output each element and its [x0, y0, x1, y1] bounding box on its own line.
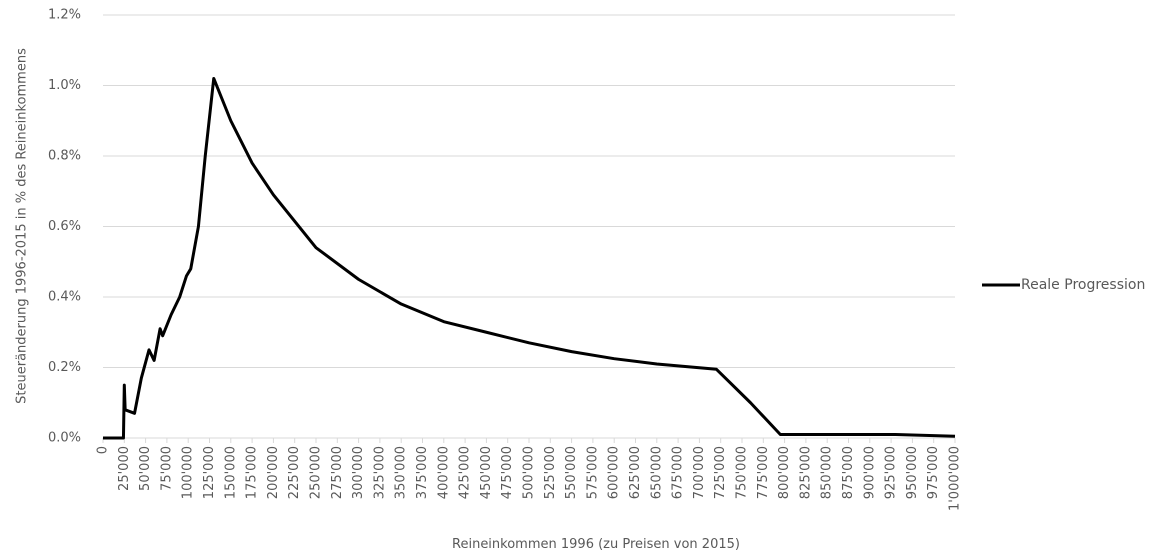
y-axis-label: Steueränderung 1996-2015 in % des Reinei… — [15, 48, 30, 404]
x-tick-label: 1'000'000 — [948, 446, 963, 511]
y-tick-label: 1.0% — [48, 78, 81, 93]
y-tick-label: 0.0% — [48, 431, 81, 446]
y-tick-label: 0.4% — [48, 290, 81, 305]
x-tick-label: 475'000 — [500, 446, 515, 499]
legend-label: Reale Progression — [1021, 277, 1145, 293]
x-tick-label: 400'000 — [436, 446, 451, 499]
x-tick-label: 175'000 — [245, 446, 260, 499]
x-tick-label: 525'000 — [543, 446, 558, 499]
line — [103, 76, 956, 440]
x-tick-label: 925'000 — [884, 446, 899, 499]
x-tick-label: 800'000 — [777, 446, 792, 499]
x-tick-label: 575'000 — [585, 446, 600, 499]
x-tick-label: 450'000 — [479, 446, 494, 499]
y-tick-label: 0.6% — [48, 219, 81, 234]
x-tick-label: 550'000 — [564, 446, 579, 499]
x-tick-label: 75'000 — [159, 446, 174, 491]
x-tick-label: 625'000 — [628, 446, 643, 499]
x-tick-label: 50'000 — [138, 446, 153, 491]
x-tick-label: 150'000 — [223, 446, 238, 499]
x-tick-label: 875'000 — [841, 446, 856, 499]
x-tick-label: 300'000 — [351, 446, 366, 499]
x-axis-label: Reineinkommen 1996 (zu Preisen von 2015) — [452, 537, 740, 552]
x-tick-label: 425'000 — [458, 446, 473, 499]
x-tick-label: 250'000 — [309, 446, 324, 499]
y-tick-label: 0.8% — [48, 149, 81, 164]
x-tick-label: 600'000 — [607, 446, 622, 499]
x-tick-label: 200'000 — [266, 446, 281, 499]
x-tick-label: 825'000 — [798, 446, 813, 499]
x-tick-label: 775'000 — [756, 446, 771, 499]
x-tick-label: 225'000 — [287, 446, 302, 499]
x-tick-label: 125'000 — [202, 446, 217, 499]
x-tick-label: 350'000 — [394, 446, 409, 499]
x-tick-label: 750'000 — [735, 446, 750, 499]
x-tick-label: 0 — [96, 446, 111, 454]
y-tick-label: 1.2% — [48, 8, 81, 23]
x-tick-label: 100'000 — [181, 446, 196, 499]
x-tick-label: 675'000 — [671, 446, 686, 499]
x-tick-label: 850'000 — [820, 446, 835, 499]
x-tick-label: 950'000 — [905, 446, 920, 499]
x-tick-label: 900'000 — [862, 446, 877, 499]
x-tick-label: 25'000 — [117, 446, 132, 491]
x-tick-label: 375'000 — [415, 446, 430, 499]
x-tick-label: 975'000 — [926, 446, 941, 499]
y-tick-label: 0.2% — [48, 360, 81, 375]
x-tick-label: 275'000 — [330, 446, 345, 499]
x-tick-label: 725'000 — [713, 446, 728, 499]
x-tick-label: 700'000 — [692, 446, 707, 499]
x-tick-label: 500'000 — [522, 446, 537, 499]
x-tick-label: 325'000 — [372, 446, 387, 499]
x-tick-label: 650'000 — [649, 446, 664, 499]
